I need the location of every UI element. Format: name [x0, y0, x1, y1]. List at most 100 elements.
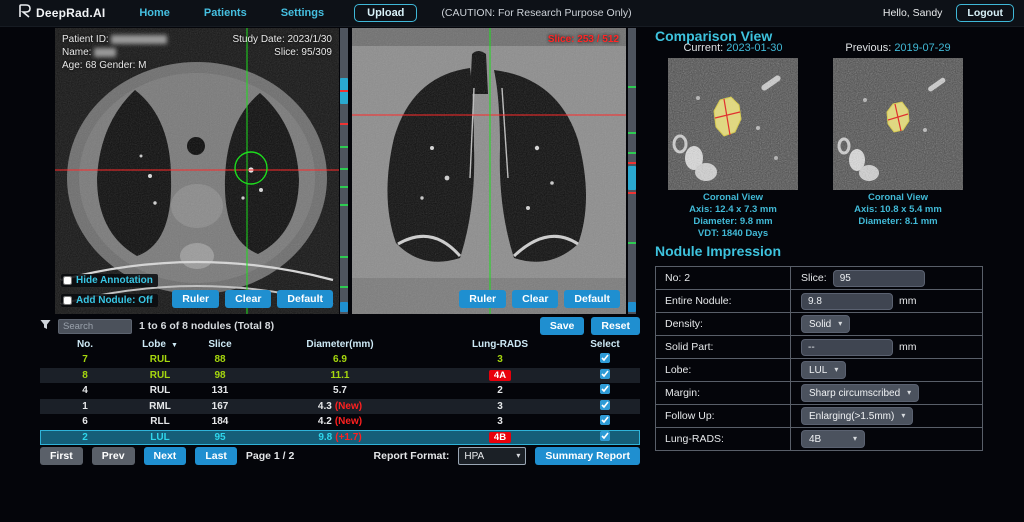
nodule-impression-title: Nodule Impression: [655, 243, 782, 259]
margin-label: Margin:: [656, 382, 791, 404]
axial-ct-view[interactable]: Patient ID: Name: Age: 68 Gender: M Stud…: [55, 28, 339, 314]
table-row[interactable]: 8 RUL 98 11.1 4A: [40, 367, 640, 383]
first-page-button[interactable]: First: [40, 447, 83, 465]
coronal-ct-view[interactable]: Slice: 253 / 512 Ruler Clear Default: [352, 28, 626, 314]
previous-nodule-patch[interactable]: [833, 58, 963, 190]
form-row-no: No: 2 Slice:: [656, 267, 982, 290]
filter-icon[interactable]: [40, 317, 51, 335]
lung-rads-badge: 4A: [488, 369, 512, 381]
nodule-table: 1 to 6 of 8 nodules (Total 8) Save Reset…: [40, 316, 640, 445]
nav-link-patients[interactable]: Patients: [203, 7, 247, 19]
lung-rads-label: Lung-RADS:: [656, 428, 791, 450]
lobe-value: LUL: [809, 364, 828, 376]
col-diameter[interactable]: Diameter(mm): [306, 338, 374, 350]
search-input[interactable]: [58, 318, 132, 334]
prev-page-button[interactable]: Prev: [91, 447, 135, 465]
lung-rads-value: 4B: [809, 433, 822, 445]
lobe-label: Lobe:: [656, 359, 791, 381]
follow-up-select[interactable]: Enlarging(>1.5mm) ▾: [801, 407, 914, 425]
current-caption-axis: Axis: 12.4 x 7.3 mm: [689, 204, 777, 215]
previous-date-value: 2019-07-29: [894, 42, 951, 54]
row-select-checkbox[interactable]: [600, 430, 610, 441]
coronal-slice-scrollbar[interactable]: [628, 28, 636, 314]
reset-button[interactable]: Reset: [591, 317, 640, 335]
age-gender-text: Age: 68 Gender: M: [62, 60, 147, 71]
save-button[interactable]: Save: [539, 317, 585, 335]
current-caption-diameter: Diameter: 9.8 mm: [693, 216, 773, 227]
col-lobe-label: Lobe: [142, 338, 166, 350]
last-page-button[interactable]: Last: [195, 447, 237, 465]
current-patch-caption: Coronal View Axis: 12.4 x 7.3 mm Diamete…: [668, 192, 798, 240]
axial-ct-image: [55, 28, 339, 314]
row-select-checkbox[interactable]: [600, 399, 610, 410]
report-format-value: HPA: [464, 450, 485, 462]
row-select-checkbox[interactable]: [600, 368, 610, 379]
hide-annotation-box[interactable]: [63, 276, 72, 285]
slice-input[interactable]: [832, 269, 925, 287]
sort-down-icon[interactable]: ▼: [170, 341, 178, 349]
col-no[interactable]: No.: [76, 338, 94, 350]
hide-annotation-checkbox[interactable]: Hide Annotation: [61, 274, 158, 287]
entire-nodule-input[interactable]: [801, 292, 893, 310]
current-label: Current:: [683, 42, 724, 54]
col-select: Select: [590, 338, 620, 350]
study-date-text: Study Date: 2023/1/30: [232, 34, 332, 45]
next-page-button[interactable]: Next: [143, 447, 187, 465]
previous-date-label: Previous: 2019-07-29: [833, 42, 963, 54]
previous-caption-view: Coronal View: [867, 192, 928, 203]
axial-ruler-button[interactable]: Ruler: [172, 290, 220, 308]
report-format-select[interactable]: HPA ▾: [458, 447, 527, 465]
lobe-select[interactable]: LUL ▾: [801, 361, 847, 379]
current-date-label: Current: 2023-01-30: [668, 42, 798, 54]
nodule-annotation-circle[interactable]: [234, 151, 268, 185]
axial-clear-button[interactable]: Clear: [225, 290, 272, 308]
coronal-slider-thumb[interactable]: [628, 166, 636, 190]
coronal-clear-button[interactable]: Clear: [512, 290, 559, 308]
axial-default-button[interactable]: Default: [277, 290, 333, 308]
table-row[interactable]: 6 RLL 184 4.2 (New) 3: [40, 414, 640, 430]
chevron-down-icon: ▾: [852, 434, 857, 443]
lung-rads-select[interactable]: 4B ▾: [801, 430, 865, 448]
patient-name-label: Name:: [62, 47, 92, 58]
current-nodule-patch[interactable]: [668, 58, 798, 190]
col-lobe[interactable]: Lobe ▼: [130, 339, 190, 350]
axial-slice-scrollbar[interactable]: [340, 28, 348, 314]
logout-button[interactable]: Logout: [956, 4, 1014, 22]
table-row[interactable]: 4 RUL 131 5.7 2: [40, 383, 640, 399]
add-nodule-box[interactable]: [63, 296, 72, 305]
coronal-slider-button[interactable]: [628, 302, 636, 312]
current-caption-view: Coronal View: [702, 192, 763, 203]
col-lung-rads[interactable]: Lung-RADS: [471, 338, 529, 350]
chevron-down-icon: ▾: [834, 365, 839, 374]
coronal-default-button[interactable]: Default: [564, 290, 620, 308]
nodule-impression-form: No: 2 Slice: Entire Nodule: mm Density: …: [655, 266, 983, 451]
summary-report-button[interactable]: Summary Report: [535, 447, 640, 465]
table-row-selected[interactable]: 2 LUL 95 9.8 (+1.7) 4B: [40, 429, 640, 445]
col-slice[interactable]: Slice: [208, 338, 232, 350]
previous-patch-caption: Coronal View Axis: 10.8 x 5.4 mm Diamete…: [833, 192, 963, 228]
solid-part-input[interactable]: [801, 338, 893, 356]
nav-link-home[interactable]: Home: [139, 7, 170, 19]
nav-link-settings[interactable]: Settings: [280, 7, 325, 19]
margin-select[interactable]: Sharp circumscribed ▾: [801, 384, 920, 402]
coronal-ct-image: [352, 28, 626, 314]
coronal-ruler-button[interactable]: Ruler: [459, 290, 507, 308]
brand[interactable]: DeepRad.AI: [18, 3, 105, 23]
table-row[interactable]: 1 RML 167 4.3 (New) 3: [40, 398, 640, 414]
form-row-lobe: Lobe: LUL ▾: [656, 359, 982, 382]
report-format-label: Report Format:: [373, 450, 450, 462]
density-select[interactable]: Solid ▾: [801, 315, 851, 333]
add-nodule-checkbox[interactable]: Add Nodule: Off: [61, 294, 158, 307]
comparison-view-title: Comparison View: [655, 28, 773, 44]
row-select-checkbox[interactable]: [600, 384, 610, 395]
patient-name-redacted: [94, 47, 117, 57]
axial-slice-text: Slice: 95/309: [274, 47, 332, 58]
axial-slider-button[interactable]: [340, 302, 348, 312]
upload-button[interactable]: Upload: [354, 4, 418, 22]
patient-id-label: Patient ID:: [62, 34, 109, 45]
user-greeting: Hello, Sandy: [882, 7, 943, 19]
table-row[interactable]: 7 RUL 88 6.9 3: [40, 352, 640, 368]
chevron-down-icon: ▾: [516, 451, 521, 460]
row-select-checkbox[interactable]: [600, 353, 610, 364]
row-select-checkbox[interactable]: [600, 415, 610, 426]
